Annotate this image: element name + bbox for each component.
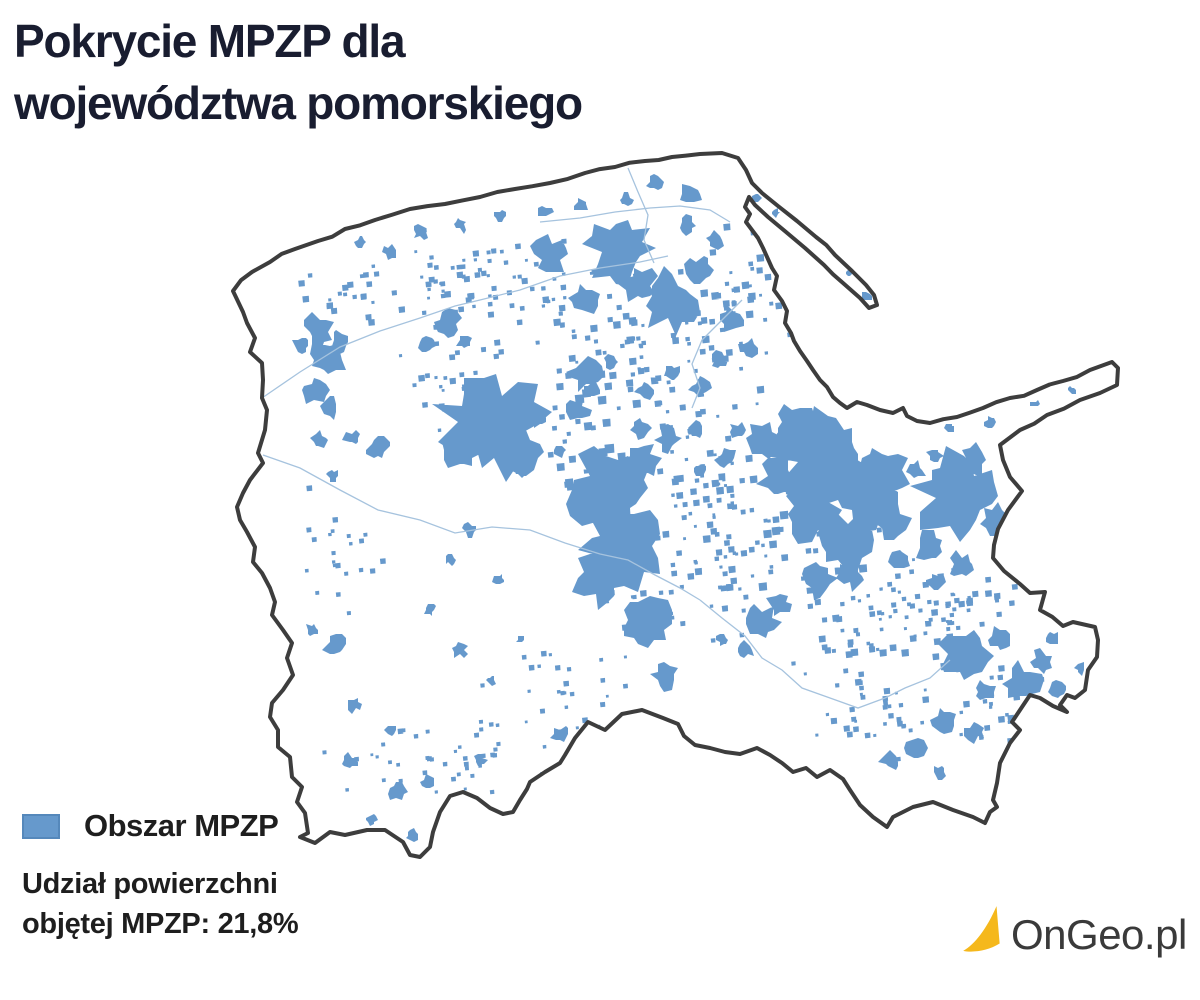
- ongeo-sail-icon: [963, 906, 1000, 952]
- coverage-stats: Udział powierzchni objętej MPZP: 21,8%: [22, 864, 299, 944]
- page-title-line1: Pokrycie MPZP dla: [14, 15, 406, 67]
- coverage-stats-line1: Udział powierzchni: [22, 868, 278, 900]
- page-title-line2: województwa pomorskiego: [14, 77, 583, 129]
- map-legend: Obszar MPZP: [22, 808, 279, 844]
- page-title: Pokrycie MPZP dla województwa pomorskieg…: [14, 10, 583, 134]
- ongeo-logo-text: OnGeo.pl: [1011, 910, 1187, 958]
- coverage-stats-line2: objętej MPZP: 21,8%: [22, 908, 299, 940]
- legend-swatch-mpzp: [22, 813, 60, 839]
- legend-label: Obszar MPZP: [84, 808, 279, 843]
- ongeo-logo: OnGeo.pl: [960, 903, 1187, 955]
